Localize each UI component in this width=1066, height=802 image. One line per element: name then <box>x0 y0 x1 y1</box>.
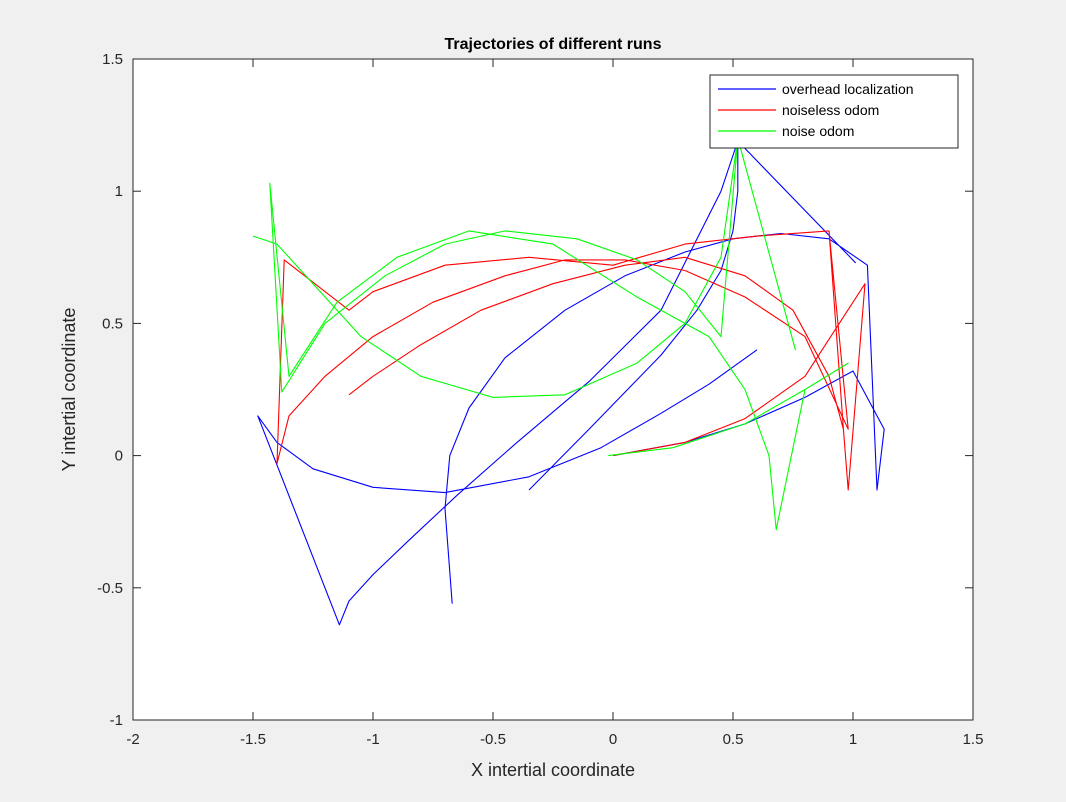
legend-label: noise odom <box>782 123 854 139</box>
y-tick-label: 1.5 <box>102 51 123 68</box>
y-tick-label: -0.5 <box>97 580 123 597</box>
legend: overhead localization noiseless odom noise… <box>709 74 959 149</box>
x-tick-label: -1 <box>366 731 379 748</box>
legend-label: overhead localization <box>782 81 914 97</box>
series-line-2 <box>276 230 866 491</box>
y-tick-label: -1 <box>110 712 123 729</box>
chart-title: Trajectories of different runs <box>445 36 662 53</box>
x-tick-label: 1.5 <box>963 731 984 748</box>
x-axis-label: X intertial coordinate <box>471 760 635 780</box>
axes-frame <box>132 58 974 721</box>
y-tick-label: 0.5 <box>102 315 123 332</box>
legend-label: noiseless odom <box>782 102 879 118</box>
x-tick-label: 0.5 <box>723 731 744 748</box>
axes-area <box>133 59 973 720</box>
x-tick-label: -0.5 <box>480 731 506 748</box>
x-tick-label: 1 <box>849 731 857 748</box>
x-tick-label: -2 <box>126 731 139 748</box>
legend-box <box>709 74 959 149</box>
x-tick-label: 0 <box>609 731 617 748</box>
y-tick-label: 0 <box>115 448 123 465</box>
x-tick-label: -1.5 <box>240 731 266 748</box>
series-layer <box>252 137 885 626</box>
ticks-layer: -2 -1.5 -1 -0.5 0 0.5 1 1.5 -1 -0.5 0 0.5 1 1.5 <box>97 51 983 748</box>
y-axis-label: Y intertial coordinate <box>59 308 79 472</box>
y-tick-label: 1 <box>115 183 123 200</box>
series-line-3 <box>252 137 849 531</box>
